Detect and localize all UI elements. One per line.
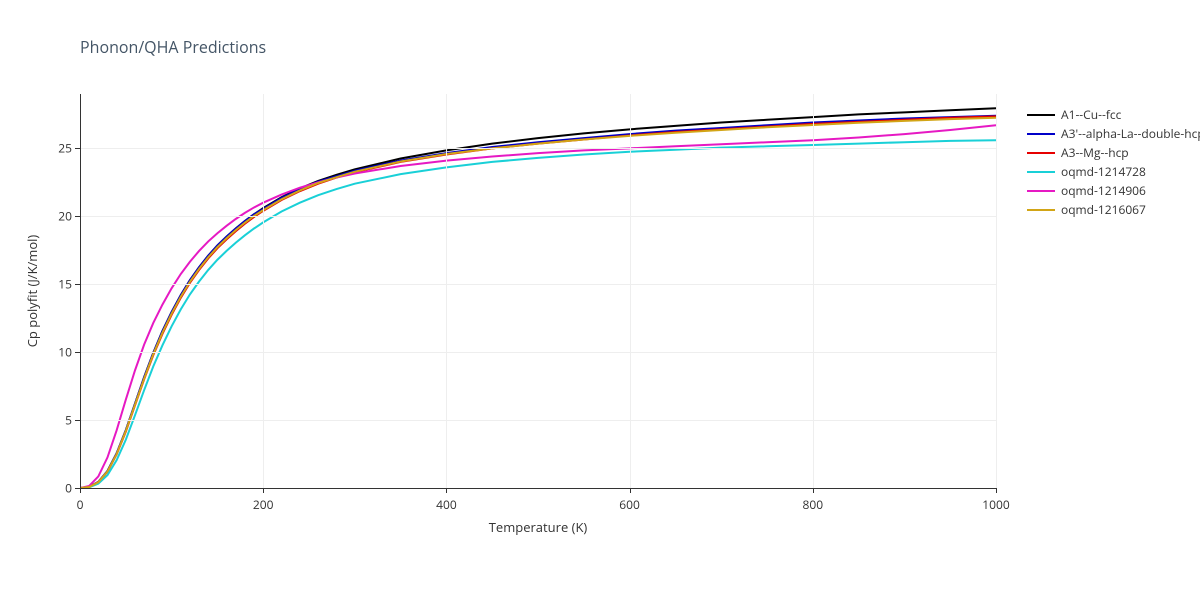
legend-item[interactable]: A1--Cu--fcc [1027,105,1200,124]
y-tick-label: 5 [52,412,72,429]
y-axis-title: Cp polyfit (J/K/mol) [23,235,41,348]
series-line[interactable] [80,108,996,488]
y-tick-label: 20 [52,208,72,225]
chart-container: Phonon/QHA Predictions Temperature (K) C… [0,0,1200,600]
x-tick-label: 800 [803,496,824,513]
y-tick-label: 10 [52,344,72,361]
grid-line-vertical [446,94,447,488]
legend-item[interactable]: oqmd-1214728 [1027,162,1200,181]
grid-line-horizontal [80,216,996,217]
legend-swatch [1027,190,1055,192]
series-line[interactable] [80,125,996,488]
legend-label: oqmd-1216067 [1061,201,1146,218]
legend-label: A3'--alpha-La--double-hcp [1061,125,1200,142]
series-line[interactable] [80,140,996,488]
series-line[interactable] [80,116,996,488]
legend-swatch [1027,171,1055,173]
legend-item[interactable]: oqmd-1216067 [1027,200,1200,219]
x-axis-title: Temperature (K) [489,518,588,536]
grid-line-horizontal [80,420,996,421]
legend-item[interactable]: A3'--alpha-La--double-hcp [1027,124,1200,143]
x-tick-label: 200 [253,496,274,513]
grid-line-vertical [996,94,997,488]
grid-line-horizontal [80,352,996,353]
x-tick-label: 0 [77,496,84,513]
x-tick [996,488,997,493]
legend-item[interactable]: oqmd-1214906 [1027,181,1200,200]
legend-label: A1--Cu--fcc [1061,106,1121,123]
x-tick-label: 1000 [982,496,1009,513]
grid-line-vertical [813,94,814,488]
series-line[interactable] [80,118,996,488]
y-tick-label: 0 [52,480,72,497]
x-tick-label: 400 [436,496,457,513]
legend-item[interactable]: A3--Mg--hcp [1027,143,1200,162]
grid-line-vertical [263,94,264,488]
grid-line-horizontal [80,148,996,149]
y-axis-line [80,94,81,488]
legend-swatch [1027,152,1055,154]
grid-line-vertical [630,94,631,488]
grid-line-horizontal [80,284,996,285]
legend-label: A3--Mg--hcp [1061,144,1129,161]
legend-label: oqmd-1214906 [1061,182,1146,199]
series-line[interactable] [80,116,996,488]
y-tick-label: 15 [52,276,72,293]
legend: A1--Cu--fcc A3'--alpha-La--double-hcp A3--… [1027,105,1200,219]
x-axis-line [80,488,996,489]
legend-label: oqmd-1214728 [1061,163,1146,180]
line-layer [0,0,1200,600]
legend-swatch [1027,114,1055,116]
legend-swatch [1027,133,1055,135]
x-tick-label: 600 [619,496,640,513]
y-tick-label: 25 [52,140,72,157]
legend-swatch [1027,209,1055,211]
